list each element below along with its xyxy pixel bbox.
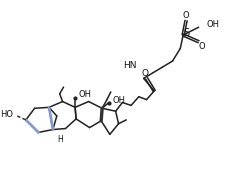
Text: O: O (198, 42, 205, 51)
Text: H: H (57, 135, 62, 144)
Text: HN: HN (123, 61, 137, 70)
Text: HO: HO (0, 110, 13, 119)
Text: S: S (183, 28, 189, 38)
Text: OH: OH (206, 20, 219, 29)
Text: O: O (183, 11, 189, 20)
Text: OH: OH (113, 96, 126, 105)
Text: O: O (141, 69, 148, 78)
Text: OH: OH (79, 90, 92, 99)
